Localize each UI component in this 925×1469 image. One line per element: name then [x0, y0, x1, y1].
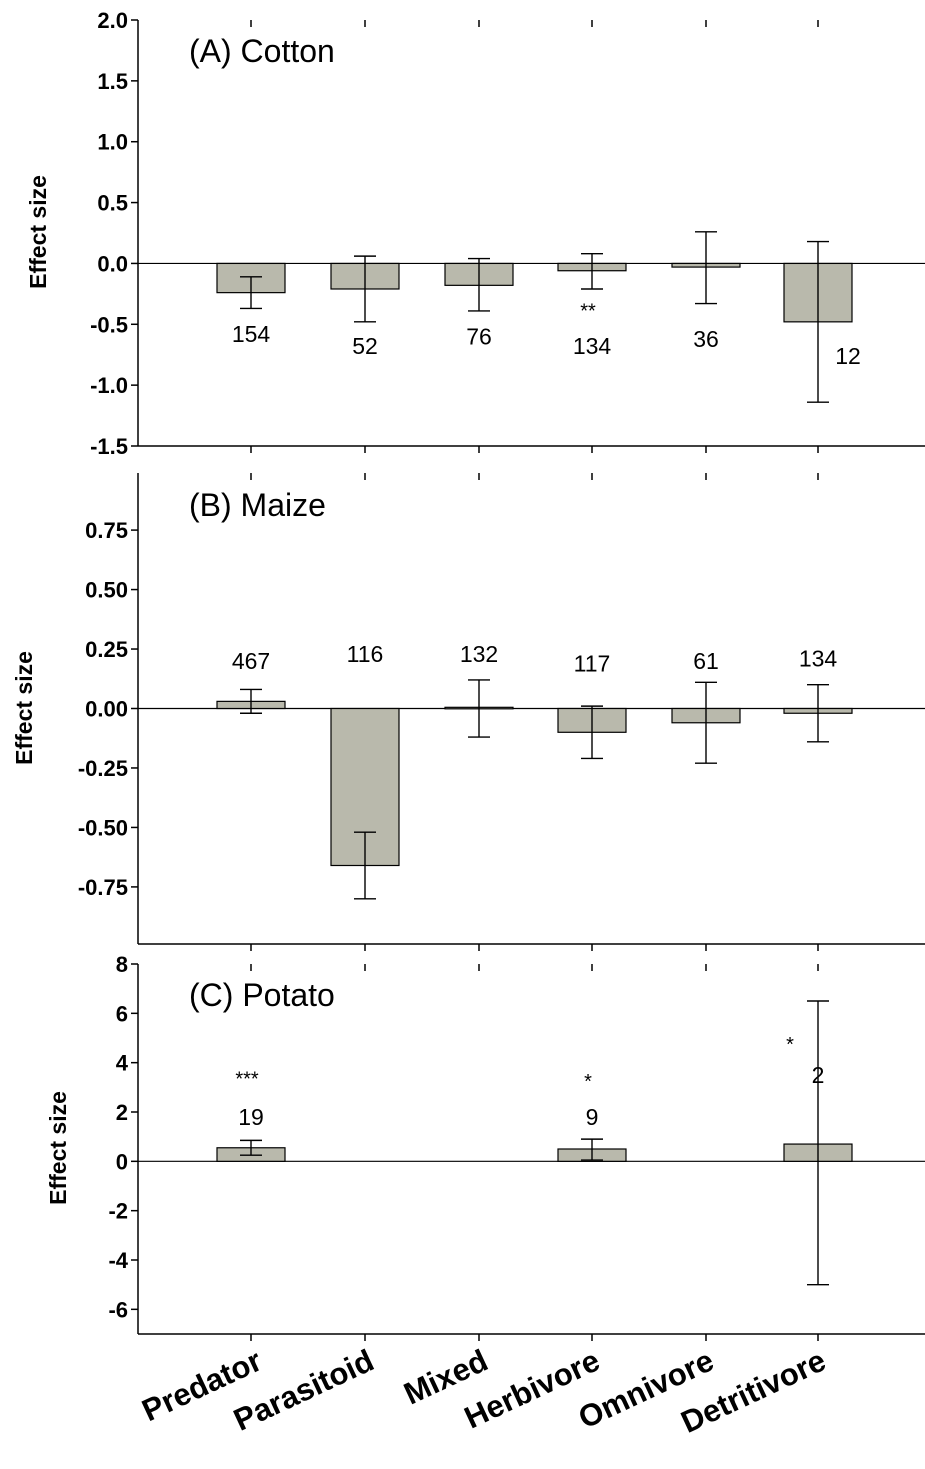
y-tick-label: 0.5 [97, 191, 128, 216]
panel-title: (C) Potato [189, 977, 335, 1013]
panel-title: (B) Maize [189, 487, 326, 523]
y-axis-label: Effect size [11, 651, 37, 765]
y-tick-label: 0.00 [85, 697, 128, 722]
significance-label: * [786, 1034, 794, 1056]
y-tick-label: -0.5 [90, 312, 128, 337]
y-tick-label: 2 [116, 1100, 128, 1125]
y-tick-label: 6 [116, 1001, 128, 1026]
y-axis-label: Effect size [45, 1091, 71, 1205]
sample-size-label: 9 [586, 1104, 599, 1130]
sample-size-label: 134 [573, 333, 612, 359]
y-tick-label: 0.25 [85, 637, 128, 662]
y-tick-label: -0.75 [78, 875, 128, 900]
panel-cotton: -1.5 -1.0 -0.5 0.0 0.5 1.0 1.5 2.0 Effect size (A… [25, 8, 925, 459]
y-tick-label: -6 [108, 1297, 128, 1322]
y-tick-label: 0 [116, 1149, 128, 1174]
sample-size-label: 12 [835, 343, 861, 369]
y-tick-label: -2 [108, 1199, 128, 1224]
y-tick-label: 1.5 [97, 69, 128, 94]
significance-label: *** [235, 1068, 259, 1090]
y-tick-label: 0.50 [85, 578, 128, 603]
sample-size-label: 76 [466, 323, 492, 349]
y-tick-label: 8 [116, 952, 128, 977]
sample-size-label: 36 [693, 326, 719, 352]
y-tick-label: -1.0 [90, 373, 128, 398]
sample-size-label: 154 [232, 321, 271, 347]
sample-size-label: 116 [347, 641, 384, 667]
sample-size-label: 134 [799, 646, 838, 672]
sample-size-label: 61 [693, 648, 719, 674]
y-tick-label: -4 [108, 1248, 128, 1273]
significance-label: * [584, 1071, 592, 1093]
y-tick-label: -1.5 [90, 434, 128, 459]
significance-label: ** [580, 301, 596, 323]
y-tick-label: 4 [116, 1051, 129, 1076]
sample-size-label: 132 [460, 641, 498, 667]
y-axis-label: Effect size [25, 175, 51, 289]
y-tick-label: 0.0 [97, 251, 128, 276]
sample-size-label: 52 [352, 333, 378, 359]
y-tick-label: 1.0 [97, 130, 128, 155]
sample-size-label: 19 [238, 1104, 264, 1130]
panel-maize: -0.75 -0.50 -0.25 0.00 0.25 0.50 0.75 Effect si… [11, 473, 925, 951]
sample-size-label: 2 [812, 1062, 825, 1088]
y-tick-label: -0.25 [78, 756, 128, 781]
y-tick-label: -0.50 [78, 815, 128, 840]
panel-potato: -6 -4 -2 0 2 4 6 8 Effect size (C) Potato 19 *** 9 * 2… [45, 952, 925, 1341]
y-tick-label: 2.0 [97, 8, 128, 33]
y-tick-label: 0.75 [85, 518, 128, 543]
sample-size-label: 467 [232, 648, 270, 674]
sample-size-label: 117 [574, 650, 611, 676]
panel-title: (A) Cotton [189, 33, 335, 69]
